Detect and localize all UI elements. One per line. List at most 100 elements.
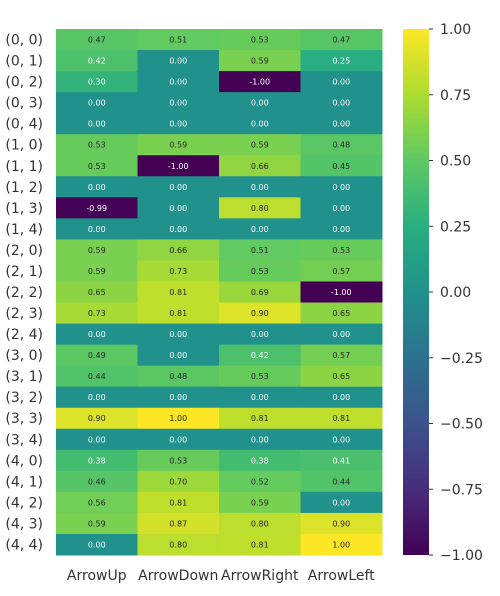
heatmap-cell	[300, 50, 383, 72]
heatmap-cell	[137, 260, 220, 282]
heatmap-cell-value: 0.59	[88, 246, 106, 255]
heatmap-cell	[219, 281, 301, 304]
heatmap-cell-value: 0.00	[169, 99, 187, 108]
heatmap-cell-value: -1.00	[331, 288, 352, 297]
heatmap-cell-value: 0.38	[88, 456, 106, 465]
heatmap-cell	[56, 407, 138, 430]
heatmap-cell-value: 0.00	[251, 99, 269, 108]
colorbar-tick-label: 0.75	[440, 88, 471, 104]
heatmap-cell	[56, 428, 138, 451]
heatmap-cell-value: 0.00	[169, 183, 187, 192]
heatmap-cell	[219, 239, 301, 261]
heatmap-cell	[300, 71, 383, 93]
heatmap-cell	[56, 197, 138, 219]
heatmap-cell	[219, 365, 301, 388]
heatmap-cell-value: -0.99	[86, 204, 107, 213]
heatmap-cell-value: 0.00	[251, 393, 269, 402]
heatmap-cell-value: 0.00	[88, 435, 106, 444]
heatmap-cell-value: 0.00	[332, 435, 350, 444]
heatmap-cell	[300, 260, 383, 282]
heatmap-cell-value: 0.59	[169, 141, 187, 150]
y-tick-label: (2, 1)	[5, 264, 43, 280]
heatmap-cell-value: 0.53	[251, 372, 269, 381]
heatmap-cell-value: 0.51	[169, 36, 187, 45]
heatmap-cell-value: 0.73	[169, 267, 187, 276]
colorbar-tick-label: −0.25	[440, 351, 483, 367]
heatmap-cell-value: 0.00	[169, 351, 187, 360]
heatmap-cell	[137, 218, 220, 240]
heatmap-cell	[219, 533, 301, 556]
colorbar-tick-label: 0.50	[440, 154, 471, 170]
heatmap-cell	[300, 407, 383, 430]
heatmap-cell	[56, 176, 138, 198]
heatmap-cell-value: 0.00	[88, 99, 106, 108]
heatmap-cell-value: -1.00	[168, 162, 189, 171]
heatmap-cell-value: 0.00	[88, 120, 106, 129]
y-tick-label: (2, 3)	[5, 306, 43, 322]
heatmap-cell-value: 0.00	[251, 225, 269, 234]
colorbar-tick-label: −0.75	[440, 482, 483, 498]
heatmap-cell-value: 0.00	[332, 99, 350, 108]
heatmap-cell-value: 0.81	[169, 288, 187, 297]
heatmap-cell-value: 0.47	[88, 36, 106, 45]
heatmap-cell-value: 0.30	[88, 78, 106, 87]
heatmap-cell-value: 0.56	[88, 498, 106, 507]
heatmap-cell	[300, 113, 383, 135]
y-tick-label: (4, 3)	[5, 516, 43, 532]
y-tick-label: (1, 1)	[5, 159, 43, 175]
heatmap-cell-value: 0.70	[169, 477, 187, 486]
heatmap-cell	[300, 344, 383, 367]
heatmap-cell	[56, 533, 138, 556]
heatmap-cell	[56, 344, 138, 367]
y-tick-label: (0, 4)	[5, 117, 43, 133]
heatmap-cell	[219, 197, 301, 219]
heatmap-cell	[56, 218, 138, 240]
heatmap-cell-value: 0.87	[169, 519, 187, 528]
heatmap-cell	[56, 365, 138, 388]
heatmap-cell	[137, 134, 220, 156]
heatmap-cell-value: 0.00	[169, 57, 187, 66]
heatmap-cell	[219, 449, 301, 472]
heatmap-cell-value: 0.44	[332, 477, 350, 486]
heatmap-cell	[300, 428, 383, 451]
heatmap-cell-value: 0.59	[251, 141, 269, 150]
y-tick-label: (1, 0)	[5, 138, 43, 154]
heatmap-cell-value: 0.59	[251, 498, 269, 507]
heatmap-cell	[56, 491, 138, 514]
colorbar-tick-label: −1.00	[440, 548, 483, 564]
heatmap-cell	[56, 260, 138, 282]
heatmap-cell	[219, 323, 301, 346]
heatmap-cell	[300, 302, 383, 325]
heatmap-cell	[137, 239, 220, 261]
heatmap-cell	[56, 134, 138, 156]
heatmap-cell-value: 0.80	[169, 540, 187, 549]
heatmap-cell	[219, 92, 301, 114]
heatmap-cell	[56, 92, 138, 114]
heatmap-cell	[137, 533, 220, 556]
heatmap-cell-value: 0.47	[332, 36, 350, 45]
heatmap-cell	[56, 323, 138, 346]
heatmap-cell	[137, 491, 220, 514]
heatmap-cell-value: 0.41	[332, 456, 350, 465]
heatmap-cell-value: 0.65	[88, 288, 106, 297]
x-tick-label: ArrowUp	[67, 568, 127, 584]
heatmap-cell	[219, 218, 301, 240]
heatmap-cell	[219, 134, 301, 156]
heatmap-cell	[300, 533, 383, 556]
heatmap-cell	[300, 197, 383, 219]
heatmap-cell-value: 0.66	[169, 246, 187, 255]
heatmap-cell-value: 0.51	[251, 246, 269, 255]
heatmap-cell	[137, 197, 220, 219]
heatmap-cell-value: 0.53	[88, 162, 106, 171]
heatmap-cell-labels: 0.47 0.51 0.53 0.47 0.42 0.00 0.59 0.25 0.30 0.00…	[86, 36, 351, 550]
colorbar-ticks: 1.00 0.75 0.50 0.25 0.00 −0.25 −0.50 −0.75 −1.00	[429, 22, 483, 564]
heatmap-cell-value: 0.00	[88, 183, 106, 192]
heatmap-cell	[137, 302, 220, 325]
heatmap-cell	[137, 407, 220, 430]
colorbar-tick-label: −0.50	[440, 417, 483, 433]
heatmap-cell	[219, 50, 301, 72]
y-tick-label: (4, 2)	[5, 495, 43, 511]
heatmap-cell-value: 0.53	[332, 246, 350, 255]
heatmap-cell	[300, 323, 383, 346]
heatmap-cell-value: 0.00	[169, 225, 187, 234]
